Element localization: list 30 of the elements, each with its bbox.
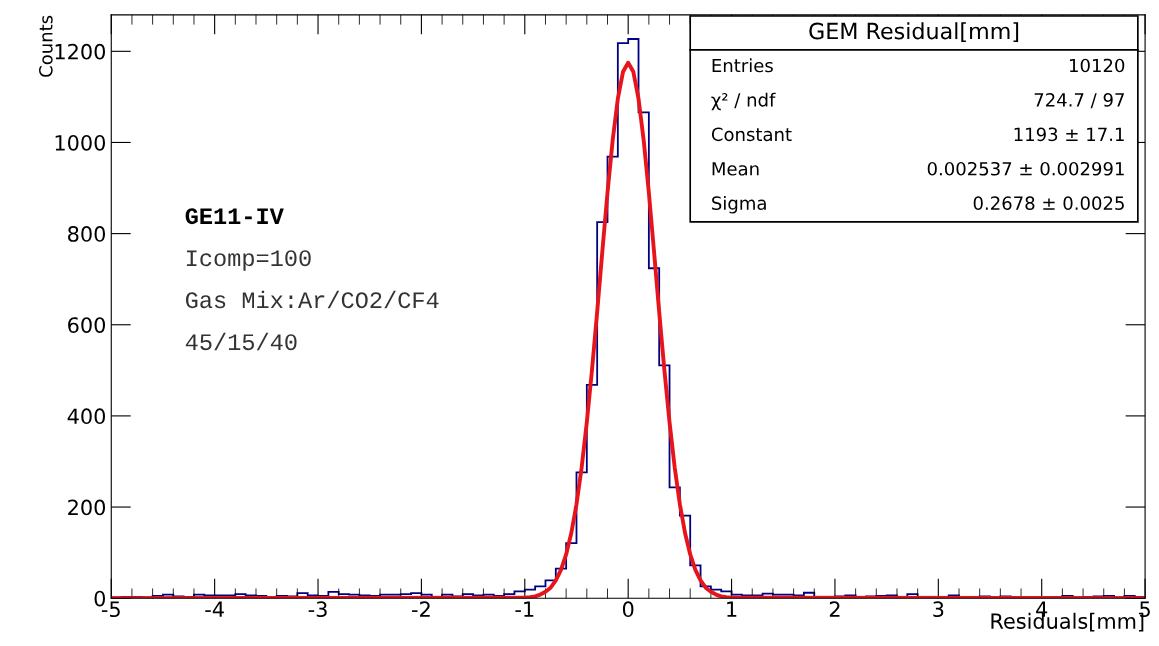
chart-title: GEM Residual[mm] — [809, 22, 1019, 42]
y-tick-label: 1000 — [55, 134, 106, 151]
x-tick-label: -4 — [205, 601, 224, 617]
annotation: 45/15/40 — [185, 332, 297, 351]
annotation: χ² / ndf — [711, 92, 776, 111]
x-tick-label: 2 — [829, 601, 840, 617]
y-axis-title: Counts — [39, 15, 53, 77]
annotation: 1193 ± 17.1 — [1014, 127, 1124, 142]
y-tick-label: 400 — [67, 408, 106, 425]
annotation: Entries — [712, 58, 773, 73]
x-tick-label: -2 — [412, 601, 430, 617]
annotation: 724.7 / 97 — [1034, 93, 1124, 109]
x-tick-label: 1 — [727, 601, 737, 617]
annotation: Constant — [711, 127, 792, 142]
annotation: Gas Mix:Ar/CO2/CF4 — [185, 290, 439, 309]
x-tick-label: -1 — [515, 601, 534, 617]
y-tick-label: 200 — [68, 499, 106, 516]
annotation: Icomp=100 — [186, 250, 311, 271]
annotation: 0.002537 ± 0.002991 — [927, 161, 1124, 176]
x-tick-label: 0 — [622, 601, 634, 618]
y-tick-label: 800 — [68, 226, 106, 242]
annotation: Sigma — [712, 196, 766, 214]
annotation: 10120 — [1069, 58, 1125, 73]
x-tick-label: 3 — [933, 601, 944, 618]
y-tick-label: 600 — [68, 317, 106, 333]
annotation: GE11-IV — [185, 208, 284, 225]
annotation: Mean — [712, 162, 759, 176]
y-tick-label: 1200 — [55, 43, 106, 60]
x-tick-label: -3 — [308, 601, 327, 618]
annotation: 0.2678 ± 0.0025 — [973, 196, 1124, 210]
